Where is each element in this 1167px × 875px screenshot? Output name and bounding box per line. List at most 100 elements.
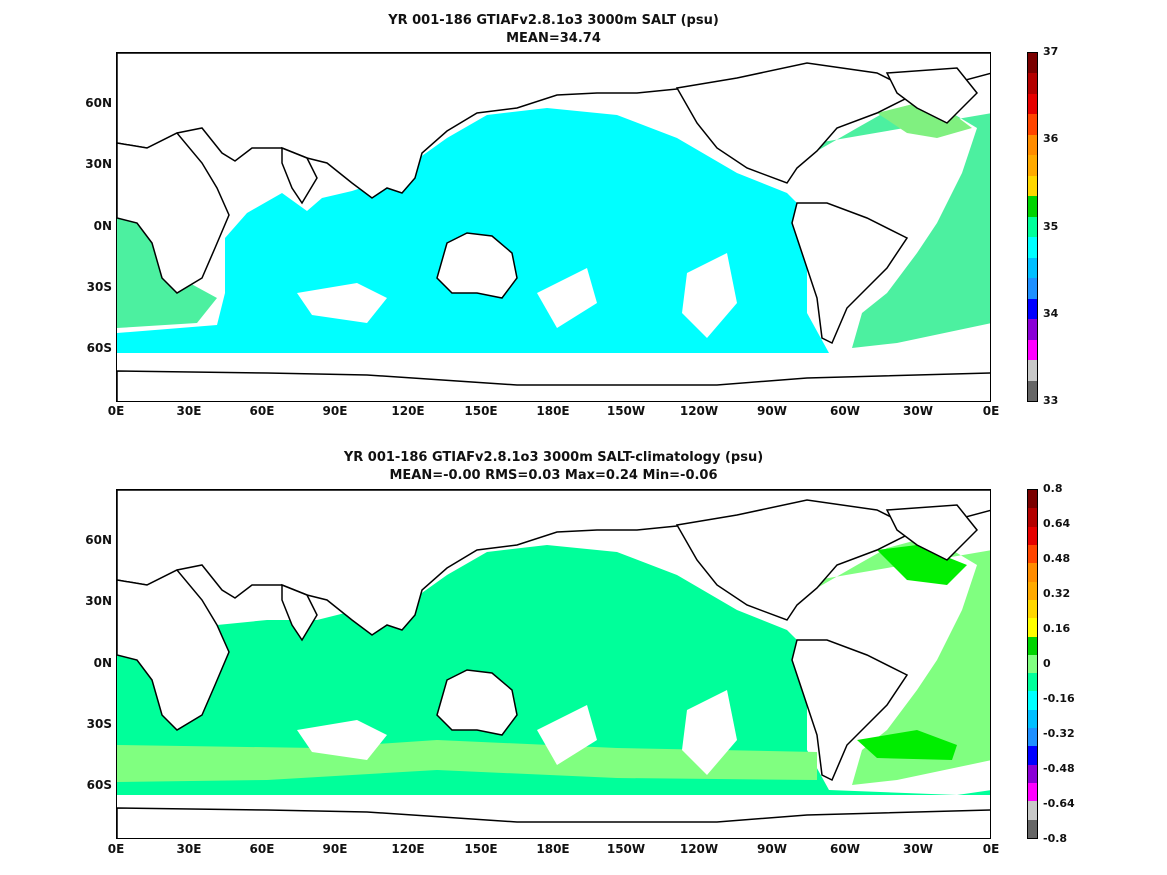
lon-label: 60W	[830, 404, 860, 418]
north-america-land	[675, 62, 919, 184]
lon-label: 60E	[249, 842, 275, 856]
colorbar-tick: 34	[1043, 307, 1059, 320]
lon-label: 120E	[391, 842, 425, 856]
australia-land	[436, 669, 518, 736]
lon-label: 0E	[107, 404, 125, 418]
colorbar-tick: 0.64	[1043, 517, 1071, 530]
colorbar-segment	[1028, 237, 1037, 258]
ridge-2	[537, 705, 597, 765]
lon-label: 120W	[679, 842, 719, 856]
lon-label: 30E	[176, 404, 202, 418]
ridge-1	[297, 720, 387, 760]
colorbar-tick: -0.48	[1043, 762, 1075, 775]
lon-label: 150W	[606, 842, 646, 856]
colorbar-segment	[1028, 490, 1037, 509]
colorbar-segment	[1028, 380, 1037, 401]
colorbar-segment	[1028, 508, 1037, 527]
colorbar-segment	[1028, 319, 1037, 340]
colorbar-segment	[1028, 53, 1037, 74]
colorbar-tick: 36	[1043, 132, 1059, 145]
colorbar-segment	[1028, 819, 1037, 838]
colorbar-segment	[1028, 709, 1037, 729]
lon-label: 150E	[464, 404, 498, 418]
colorbar-segment	[1028, 155, 1037, 176]
lat-label-30n: 30N	[85, 594, 112, 608]
lon-label: 120W	[679, 404, 719, 418]
colorbar-segment	[1028, 114, 1037, 135]
north-atlantic-bright	[877, 545, 967, 585]
colorbar-segment	[1028, 636, 1037, 655]
australia-land	[436, 232, 518, 299]
atlantic-ocean	[817, 103, 990, 348]
lat-label-0n: 0N	[93, 656, 112, 670]
colorbar-segment	[1028, 175, 1037, 197]
ridge-3	[682, 253, 737, 338]
lon-label: 0E	[982, 842, 1000, 856]
colorbar-segment	[1028, 618, 1037, 637]
lon-label: 60E	[249, 404, 275, 418]
lon-label: 120E	[391, 404, 425, 418]
ridge-1	[297, 283, 387, 323]
lon-label: 180E	[536, 404, 570, 418]
lon-label: 30W	[903, 404, 933, 418]
lat-label-0n: 0N	[93, 219, 112, 233]
greenland-land	[885, 67, 979, 124]
colorbar-segment	[1028, 728, 1037, 747]
colorbar-segment	[1028, 298, 1037, 320]
colorbar-salinity	[1027, 52, 1038, 402]
colorbar-segment	[1028, 783, 1037, 802]
lon-label: 90E	[322, 404, 348, 418]
colorbar-segment	[1028, 563, 1037, 582]
colorbar-segment	[1028, 691, 1037, 710]
antarctica-land	[117, 370, 990, 401]
africa-land	[117, 569, 230, 731]
colorbar-tick: 0.8	[1043, 482, 1063, 495]
colorbar-tick: 37	[1043, 45, 1059, 58]
lat-label-60s: 60S	[86, 341, 112, 355]
colorbar-segment	[1028, 746, 1037, 765]
panel1-subtitle: MEAN=34.74	[506, 31, 601, 46]
lat-label-60n: 60N	[85, 533, 112, 547]
colorbar-tick: 0	[1043, 657, 1051, 670]
colorbar-segment	[1028, 599, 1037, 619]
lon-label: 90W	[757, 404, 787, 418]
colorbar-segment	[1028, 278, 1037, 299]
colorbar-tick: -0.32	[1043, 727, 1075, 740]
colorbar-segment	[1028, 764, 1037, 783]
atlantic-anomaly	[817, 540, 990, 785]
colorbar-segment	[1028, 360, 1037, 381]
panel2-title: YR 001-186 GTIAFv2.8.1o3 3000m SALT-clim…	[343, 450, 764, 465]
ridge-2	[537, 268, 597, 328]
lat-label-60s: 60S	[86, 778, 112, 792]
panel2-subtitle: MEAN=-0.00 RMS=0.03 Max=0.24 Min=-0.06	[389, 468, 718, 483]
colorbar-tick: -0.64	[1043, 797, 1075, 810]
colorbar-segment	[1028, 581, 1037, 600]
lon-label: 30W	[903, 842, 933, 856]
colorbar-tick: -0.8	[1043, 832, 1068, 845]
colorbar-segment	[1028, 257, 1037, 279]
colorbar-segment	[1028, 339, 1037, 361]
south-america-land	[791, 639, 909, 782]
colorbar-tick: 33	[1043, 394, 1059, 407]
colorbar-segment	[1028, 544, 1037, 564]
colorbar-tick: 0.16	[1043, 622, 1071, 635]
colorbar-tick: 0.48	[1043, 552, 1071, 565]
lon-label: 90W	[757, 842, 787, 856]
atlantic-bright-patch	[857, 730, 957, 760]
lat-label-30s: 30S	[86, 717, 112, 731]
lat-label-30s: 30S	[86, 280, 112, 294]
north-america-land	[675, 499, 919, 621]
salinity-map	[117, 53, 990, 401]
india-land	[281, 583, 318, 642]
panel1-title: YR 001-186 GTIAFv2.8.1o3 3000m SALT (psu…	[388, 13, 719, 28]
antarctica-land	[117, 807, 990, 838]
colorbar-segment	[1028, 673, 1037, 692]
colorbar-tick: 0.32	[1043, 587, 1071, 600]
greenland-sea	[877, 103, 972, 138]
colorbar-segment	[1028, 93, 1037, 115]
map-panel-anomaly	[116, 489, 991, 839]
map-panel-salinity	[116, 52, 991, 402]
southern-ocean-band	[117, 740, 817, 782]
lon-label: 150E	[464, 842, 498, 856]
lon-label: 0E	[982, 404, 1000, 418]
